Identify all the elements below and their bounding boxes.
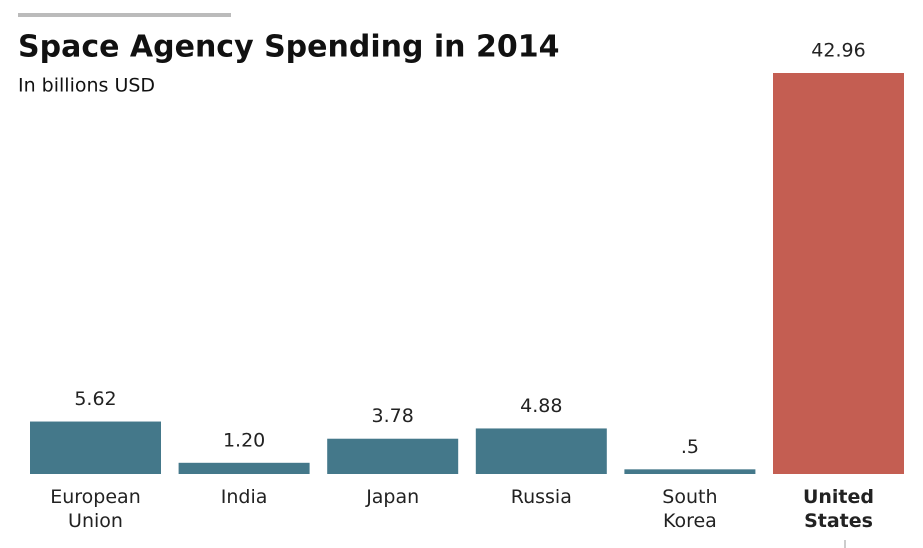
bar	[624, 469, 756, 474]
value-label: 3.78	[372, 405, 414, 427]
value-label: 5.62	[74, 388, 116, 410]
x-tick-label: European Union	[50, 486, 141, 532]
value-label: 4.88	[520, 395, 562, 417]
bar	[475, 428, 607, 474]
chart-title: Space Agency Spending in 2014	[18, 30, 559, 65]
value-label: .5	[681, 436, 699, 458]
bar	[773, 73, 904, 474]
top-rule	[18, 13, 231, 17]
value-label: 42.96	[811, 40, 865, 62]
bar	[178, 462, 310, 474]
x-tick-label: India	[220, 486, 268, 508]
x-tick-label: South Korea	[662, 486, 718, 532]
value-label: 1.20	[223, 429, 265, 451]
x-tick-label: United States	[802, 486, 875, 532]
x-tick-label: Japan	[366, 486, 420, 508]
bar	[30, 421, 161, 474]
chart-subtitle: In billions USD	[18, 75, 155, 97]
bar	[327, 438, 459, 474]
x-tick-label: Russia	[510, 486, 572, 508]
